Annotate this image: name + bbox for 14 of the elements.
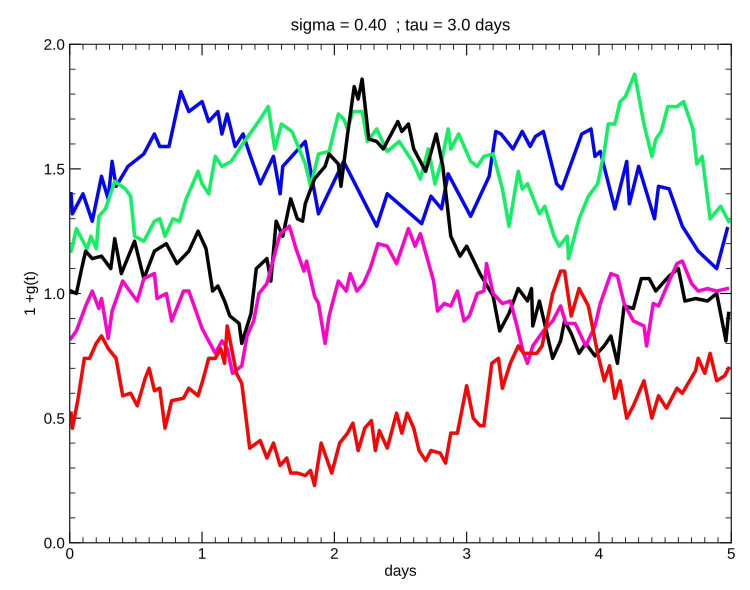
y-axis-title: 1 +g(t) [24,272,38,315]
x-tick-label: 0 [66,548,74,559]
chart-title: sigma = 0.40 ; tau = 3.0 days [291,18,510,34]
x-tick-label: 1 [198,548,206,559]
y-tick-label: 1.5 [44,164,64,175]
x-tick-label: 3 [462,548,470,559]
x-axis-title: days [385,564,416,579]
y-tick-label: 2.0 [44,39,64,50]
y-tick-label: 0.0 [44,538,64,548]
x-tick-label: 2 [330,548,338,559]
y-tick-label: 1.0 [44,288,64,300]
x-tick-label: 5 [728,548,735,559]
x-tick-label: 4 [595,548,603,559]
y-tick-label: 0.5 [44,413,64,424]
